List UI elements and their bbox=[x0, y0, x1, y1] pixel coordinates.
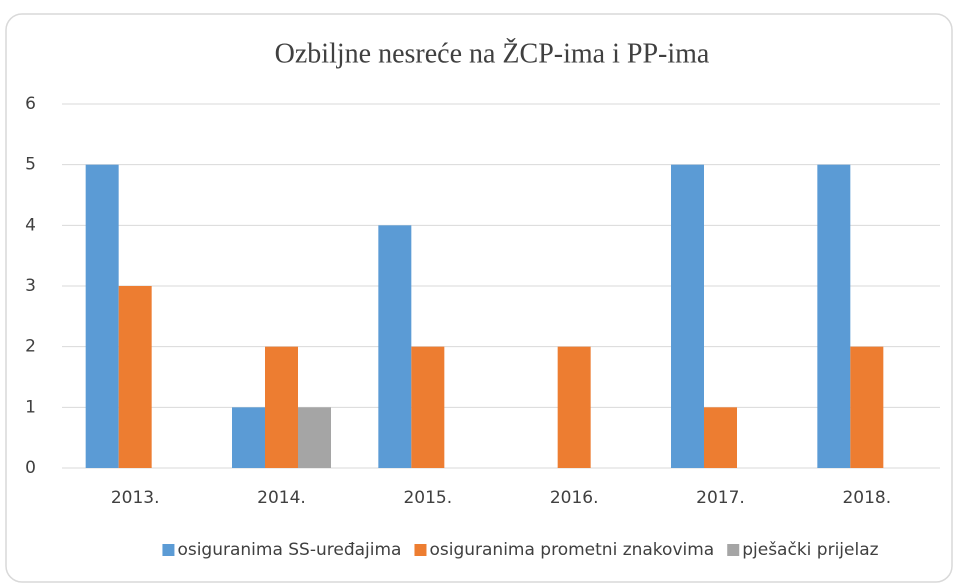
legend-swatch bbox=[414, 544, 427, 556]
bar bbox=[232, 407, 265, 468]
bar bbox=[671, 164, 704, 468]
bar bbox=[850, 346, 884, 468]
x-tick-label: 2014. bbox=[257, 488, 306, 508]
y-tick-label: 4 bbox=[25, 215, 36, 235]
bar bbox=[411, 346, 445, 468]
bar bbox=[85, 164, 119, 468]
bar bbox=[118, 286, 152, 468]
legend-label: pješački prijelaz bbox=[742, 540, 878, 560]
chart-title: Ozbiljne nesreće na ŽCP-ima i PP-ima bbox=[275, 38, 710, 69]
y-tick-label: 3 bbox=[25, 276, 36, 296]
y-tick-label: 1 bbox=[25, 397, 36, 417]
legend-label: osiguranima SS-uređajima bbox=[177, 540, 401, 560]
y-tick-label: 2 bbox=[25, 337, 36, 357]
y-tick-label: 5 bbox=[25, 155, 36, 175]
x-tick-label: 2013. bbox=[111, 488, 160, 508]
x-tick-label: 2018. bbox=[842, 488, 891, 508]
legend-swatch bbox=[162, 544, 175, 556]
y-tick-label: 6 bbox=[25, 94, 36, 114]
bar bbox=[817, 164, 851, 468]
y-tick-label: 0 bbox=[25, 458, 36, 478]
x-tick-label: 2015. bbox=[403, 488, 452, 508]
bar bbox=[378, 225, 412, 468]
bar bbox=[704, 407, 737, 468]
bar bbox=[298, 407, 331, 468]
x-tick-label: 2016. bbox=[550, 488, 599, 508]
legend-swatch bbox=[727, 544, 740, 556]
x-tick-label: 2017. bbox=[696, 488, 745, 508]
legend-label: osiguranima prometni znakovima bbox=[429, 540, 714, 560]
bar bbox=[557, 346, 591, 468]
bar bbox=[265, 346, 298, 468]
